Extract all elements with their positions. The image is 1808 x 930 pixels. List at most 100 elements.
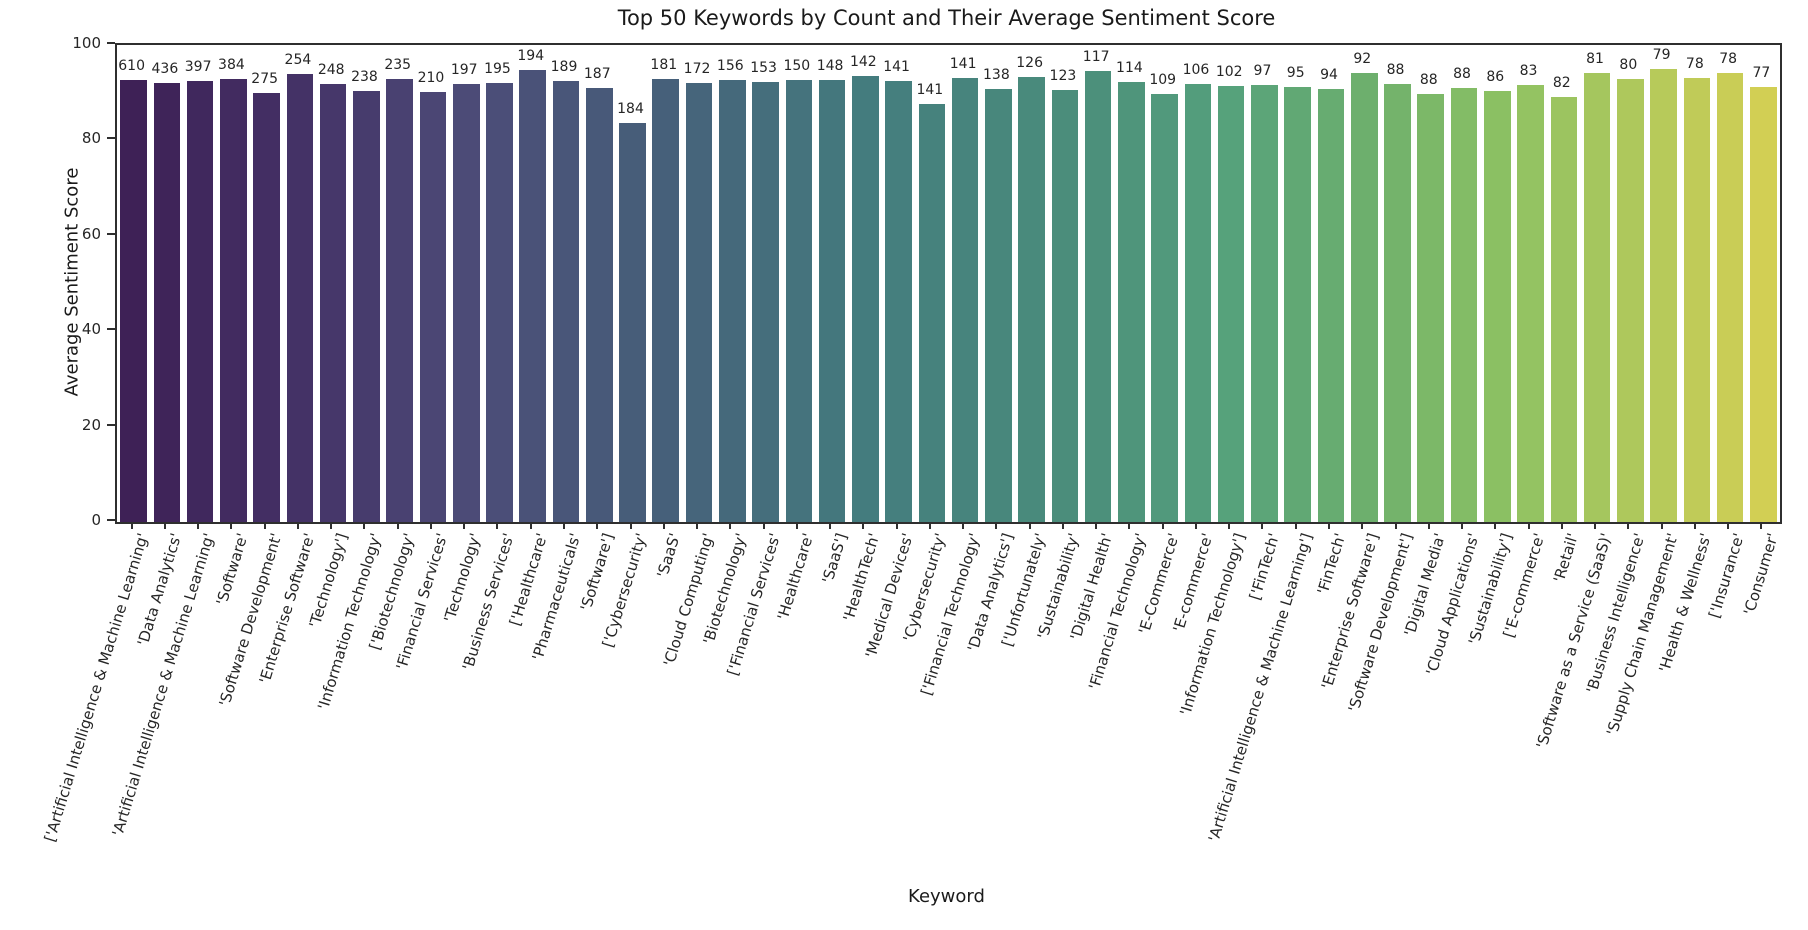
x-tick-mark [729,522,732,529]
x-tick-mark [928,522,931,529]
bar-count-label: 97 [1253,62,1272,79]
x-tick-mark [1095,522,1098,529]
bar [1450,87,1478,522]
bar-count-label: 78 [1719,50,1738,67]
bar-count-label: 181 [650,56,678,73]
bar-count-label: 92 [1353,50,1372,67]
x-tick-mark [1361,522,1364,529]
x-tick-mark [130,522,133,529]
bar-count-label: 248 [317,61,345,78]
x-tick-mark [1760,522,1763,529]
x-tick-mark [696,522,699,529]
bar-count-label: 254 [284,52,312,69]
bar [619,122,646,522]
x-tick-mark [795,522,798,529]
x-tick-mark [163,522,166,529]
x-tick-mark [263,522,266,529]
x-tick-mark [1394,522,1397,529]
bar [1084,71,1112,522]
x-tick-label: ['FinTech' [1245,531,1283,603]
bar-count-label: 235 [384,57,412,74]
x-tick-mark [563,522,565,529]
y-tick-label: 60 [81,224,101,243]
bar-count-label: 197 [450,61,478,78]
bar [1483,91,1511,522]
bar [319,83,347,522]
x-tick-label: 'Consumer' [1739,531,1782,618]
x-tick-mark [829,522,832,529]
x-tick-mark [662,522,665,529]
bar [386,79,413,522]
x-tick-mark [1194,522,1197,529]
x-tick-mark [1727,522,1730,529]
bar-count-label: 275 [251,71,279,88]
bar [1716,72,1744,522]
bar-count-label: 153 [750,60,777,77]
bar-count-label: 79 [1652,47,1671,64]
x-tick-mark [862,522,865,529]
bar-count-label: 189 [550,58,578,75]
x-tick-mark [1527,522,1530,529]
y-tick-mark [107,328,115,331]
y-tick-label: 0 [91,511,101,529]
x-tick-mark [296,522,299,529]
bar [685,82,713,522]
bar [585,87,613,522]
y-tick-mark [107,423,115,426]
bar-count-label: 610 [118,57,145,74]
x-tick-mark [1461,522,1464,529]
x-tick-mark [1028,522,1031,529]
bar-count-label: 142 [849,53,877,70]
bar-count-label: 82 [1552,74,1571,91]
bar [719,80,746,522]
x-tick-mark [1693,522,1696,529]
bar [186,80,214,522]
bar [120,79,147,522]
bar [785,80,813,522]
bar [852,75,879,522]
bar-count-label: 138 [983,67,1010,84]
bar [353,90,380,522]
bar-count-label: 141 [883,59,910,76]
bar [818,80,846,522]
bar-count-label: 88 [1453,65,1471,82]
bar [552,80,580,522]
x-tick-mark [995,522,998,529]
x-tick-mark [1061,522,1064,529]
bar-count-label: 156 [716,58,744,75]
bar-count-label: 126 [1016,55,1043,72]
bar-count-label: 384 [218,56,245,73]
x-tick-mark [762,522,765,529]
bar [1184,83,1212,522]
bar-count-label: 238 [351,68,378,85]
y-tick-mark [107,137,115,140]
x-tick-mark [230,522,233,529]
bar-count-label: 78 [1685,55,1704,72]
bar [1617,78,1644,522]
bar [918,103,946,522]
bar-count-label: 148 [816,58,844,75]
bar [951,77,979,522]
y-tick-mark [107,519,115,521]
x-tick-mark [1228,522,1231,529]
bar-count-label: 436 [151,60,179,77]
bar [1550,96,1578,522]
bar [1750,87,1777,522]
bar-count-label: 109 [1149,71,1177,88]
bar-count-label: 114 [1116,60,1143,77]
x-tick-mark [529,522,532,529]
x-tick-mark [463,522,466,529]
bar [220,78,247,522]
bar-count-label: 88 [1419,71,1438,88]
x-tick-mark [396,522,399,529]
bar-count-label: 123 [1049,68,1077,85]
bar [153,82,181,522]
bar-count-label: 187 [583,65,611,82]
bar [652,78,680,522]
bar [1350,72,1378,522]
bar-count-label: 184 [617,100,644,117]
y-tick-label: 40 [81,320,101,339]
bar-count-label: 141 [949,55,977,72]
bar [253,93,280,522]
bar [1151,93,1178,522]
